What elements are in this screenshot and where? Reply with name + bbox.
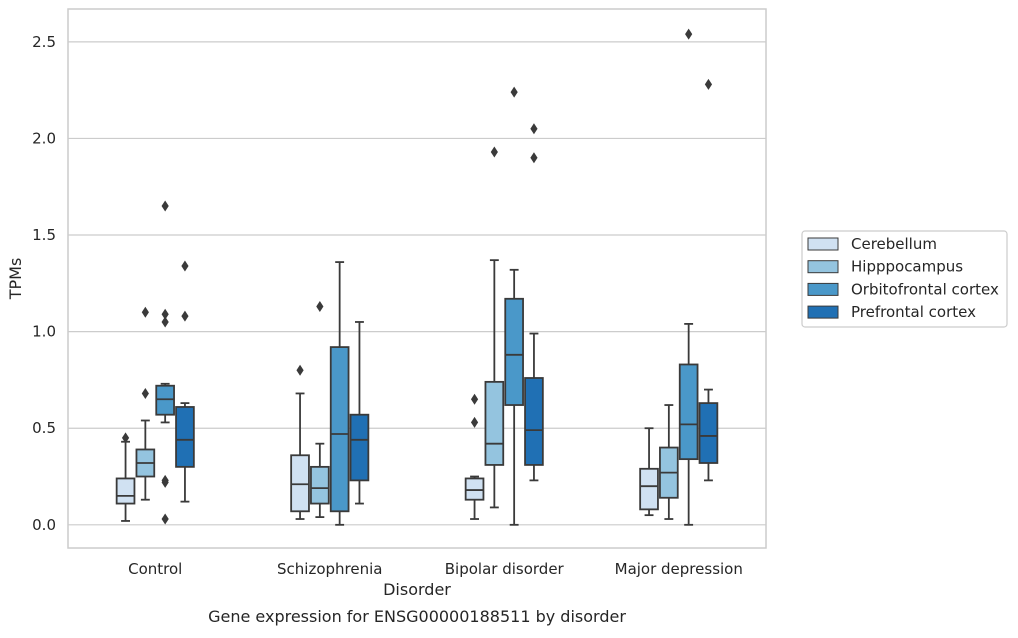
box-cerebellum (639, 427, 659, 517)
box-body (115, 477, 136, 505)
outlier-point (161, 513, 169, 525)
outlier-point (141, 387, 149, 399)
outlier-point (470, 416, 479, 428)
legend-label: Orbitofrontal cortex (851, 280, 999, 298)
box-body (524, 377, 544, 466)
legend-label: Prefrontal cortex (851, 303, 976, 321)
outlier-point (490, 146, 498, 158)
box-hipppocampus (484, 146, 505, 509)
outlier-point (181, 310, 189, 322)
box-prefrontal-cortex (698, 78, 719, 482)
legend-frame (801, 230, 1008, 328)
y-tick-label: 2.5 (32, 33, 56, 51)
outlier-point (530, 152, 538, 164)
box-body (639, 467, 659, 511)
box-body (290, 454, 310, 513)
box-body (155, 384, 175, 416)
box-prefrontal-cortex (175, 260, 195, 503)
outlier-point (316, 301, 324, 313)
outlier-point (161, 474, 169, 486)
outlier-point (685, 28, 693, 40)
box-body (464, 477, 485, 501)
legend-swatch (807, 237, 839, 251)
plot-frame (67, 8, 767, 549)
box-body (329, 346, 350, 513)
box-body (678, 363, 699, 461)
box-body (349, 413, 370, 482)
x-tick-label: Major depression (615, 560, 743, 578)
box-prefrontal-cortex (524, 123, 544, 482)
outlier-point (161, 200, 169, 212)
box-cerebellum (464, 393, 485, 520)
y-ticks: 0.0 0.5 1.0 1.5 2.0 2.5 (32, 33, 56, 534)
outlier-point (296, 364, 304, 376)
box-hipppocampus (135, 306, 156, 501)
legend-label: Cerebellum (851, 235, 937, 253)
box-layer (115, 28, 719, 526)
box-orbitofrontal-cortex (678, 28, 699, 526)
legend-label: Hipppocampus (851, 258, 963, 276)
box-body (504, 297, 524, 406)
y-tick-label: 0.5 (32, 419, 56, 437)
legend: Cerebellum Hipppocampus Orbitofrontal cort… (801, 230, 1008, 328)
box-cerebellum (290, 364, 310, 520)
box-orbitofrontal-cortex (504, 86, 524, 526)
outlier-point (510, 86, 518, 98)
y-tick-label: 2.0 (32, 129, 56, 147)
chart-caption: Gene expression for ENSG00000188511 by d… (208, 607, 626, 626)
outlier-point (704, 78, 713, 90)
outlier-point (161, 308, 169, 320)
legend-swatch (807, 282, 839, 296)
legend-swatch (807, 305, 839, 319)
outlier-point (121, 432, 130, 444)
box-prefrontal-cortex (349, 321, 370, 505)
box-body (484, 380, 505, 466)
x-tick-label: Control (128, 560, 182, 578)
outlier-point (181, 260, 189, 272)
box-hipppocampus (310, 301, 330, 518)
y-tick-label: 1.0 (32, 323, 56, 341)
y-tick-label: 1.5 (32, 226, 56, 244)
box-hipppocampus (659, 404, 679, 520)
box-body (175, 406, 195, 468)
box-orbitofrontal-cortex (155, 200, 175, 525)
box-body (698, 402, 719, 464)
outlier-point (141, 306, 149, 318)
x-tick-label: Bipolar disorder (445, 560, 565, 578)
outlier-point (530, 123, 538, 135)
x-axis-label: Disorder (383, 580, 451, 599)
box-body (310, 465, 330, 505)
x-ticks: Control Schizophrenia Bipolar disorder Majo… (128, 560, 743, 578)
box-orbitofrontal-cortex (329, 261, 350, 526)
outlier-point (470, 393, 479, 405)
outlier-point (161, 316, 169, 328)
box-cerebellum (115, 432, 136, 522)
y-tick-label: 0.0 (32, 516, 56, 534)
y-axis-label: TPMs (6, 258, 25, 301)
legend-swatch (807, 260, 839, 274)
x-tick-label: Schizophrenia (277, 560, 382, 578)
